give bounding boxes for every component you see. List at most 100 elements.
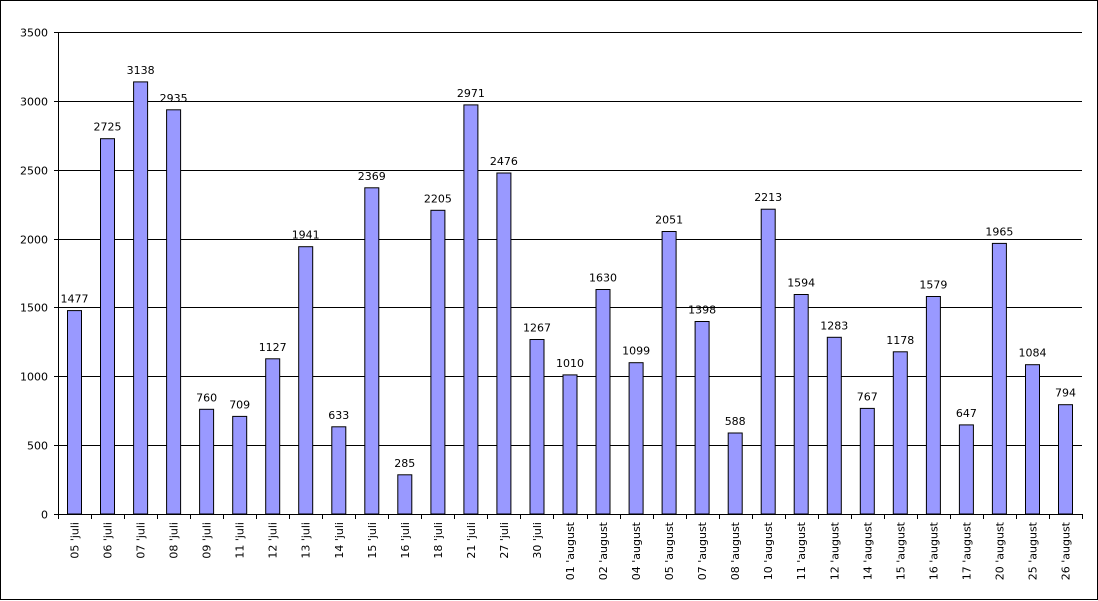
bar xyxy=(628,362,644,515)
y-tick-label: 3500 xyxy=(20,27,48,40)
x-category-label: 18 'juli xyxy=(432,522,445,559)
axes xyxy=(58,32,1082,515)
data-label: 1099 xyxy=(622,345,650,358)
y-tick-label: 2000 xyxy=(20,234,48,247)
x-category-label: 20 'august xyxy=(993,521,1006,580)
x-category-label: 21 'juli xyxy=(465,522,478,559)
bar xyxy=(727,432,743,515)
data-label: 767 xyxy=(857,390,878,403)
x-category-label: 17 'august xyxy=(960,521,973,580)
x-category-label: 16 'august xyxy=(927,521,940,580)
data-label: 2213 xyxy=(754,191,782,204)
x-category-label: 07 'august xyxy=(696,521,709,580)
data-labels: 1477 2725 3138 2935 760 709 1127 1941 633 2369 285… xyxy=(61,64,1077,470)
x-category-label: 14 'juli xyxy=(333,522,346,559)
x-category-label: 06 'juli xyxy=(102,522,115,559)
bar xyxy=(67,310,82,515)
x-category-label: 26 'august xyxy=(1060,521,1073,580)
x-category-label: 05 'august xyxy=(663,521,676,580)
data-label: 760 xyxy=(196,391,217,404)
bar xyxy=(826,336,842,515)
bar xyxy=(991,242,1007,515)
y-tick-label: 500 xyxy=(27,440,48,453)
y-tick-label: 1500 xyxy=(20,302,48,315)
x-category-label: 30 'juli xyxy=(531,522,544,559)
bar xyxy=(232,415,248,515)
bar xyxy=(364,187,380,515)
bar xyxy=(463,104,479,515)
data-label: 1283 xyxy=(820,319,848,332)
bar xyxy=(496,172,512,515)
bar xyxy=(430,209,446,515)
data-label: 285 xyxy=(394,457,415,470)
data-label: 2369 xyxy=(358,170,386,183)
y-tick-label: 0 xyxy=(41,509,48,522)
bar xyxy=(958,424,974,515)
bar xyxy=(859,407,875,515)
x-category-label: 11 'august xyxy=(795,521,808,580)
bar xyxy=(562,374,578,515)
data-label: 1127 xyxy=(259,341,287,354)
x-category-label: 15 'juli xyxy=(366,522,379,559)
x-category-label: 04 'august xyxy=(630,521,643,580)
x-category-label: 12 'august xyxy=(828,521,841,580)
data-label: 1477 xyxy=(61,293,89,306)
x-axis-categories: 05 'juli 06 'juli 07 'juli 08 'juli 09 'juli… xyxy=(58,514,1083,580)
x-category-label: 27 'juli xyxy=(498,522,511,559)
bar xyxy=(529,339,545,515)
data-label: 633 xyxy=(328,409,349,422)
bar xyxy=(298,246,314,515)
x-category-label: 09 'juli xyxy=(201,522,214,559)
data-label: 647 xyxy=(956,407,977,420)
bar xyxy=(892,351,908,515)
bar xyxy=(265,358,281,515)
x-category-label: 13 'juli xyxy=(300,522,313,559)
data-label: 1594 xyxy=(787,277,815,290)
data-label: 1398 xyxy=(688,304,716,317)
x-category-label: 12 'juli xyxy=(267,522,280,559)
data-label: 1010 xyxy=(556,357,584,370)
y-axis-ticks: 0 500 1000 1500 2000 2500 3000 3500 xyxy=(20,27,58,522)
y-tick-label: 1000 xyxy=(20,371,48,384)
bars xyxy=(67,81,1073,515)
data-label: 1579 xyxy=(919,279,947,292)
bar xyxy=(331,426,347,515)
data-label: 1084 xyxy=(1019,347,1047,360)
data-label: 2725 xyxy=(94,121,122,134)
bar xyxy=(397,474,413,515)
data-label: 2051 xyxy=(655,214,683,227)
data-label: 1941 xyxy=(292,229,320,242)
bar xyxy=(760,208,776,515)
x-category-label: 05 'juli xyxy=(69,522,82,559)
x-category-label: 16 'juli xyxy=(399,522,412,559)
x-category-label: 10 'august xyxy=(762,521,775,580)
bar xyxy=(595,289,611,515)
data-label: 2935 xyxy=(160,92,188,105)
data-label: 2205 xyxy=(424,192,452,205)
bar xyxy=(100,138,115,515)
y-tick-label: 2500 xyxy=(20,165,48,178)
bar xyxy=(793,294,809,515)
data-label: 2476 xyxy=(490,155,518,168)
bar xyxy=(1025,364,1040,515)
gridlines xyxy=(58,32,1082,446)
y-tick-label: 3000 xyxy=(20,96,48,109)
bar xyxy=(166,109,182,515)
data-label: 588 xyxy=(725,415,746,428)
bar xyxy=(694,321,710,515)
x-category-label: 14 'august xyxy=(861,521,874,580)
data-label: 2971 xyxy=(457,87,485,100)
x-category-label: 07 'juli xyxy=(135,522,148,559)
x-category-label: 02 'august xyxy=(597,521,610,580)
data-label: 1965 xyxy=(985,225,1013,238)
x-category-label: 08 'juli xyxy=(168,522,181,559)
x-category-label: 15 'august xyxy=(894,521,907,580)
x-category-label: 11 'juli xyxy=(234,522,247,559)
x-category-label: 01 'august xyxy=(564,521,577,580)
bar xyxy=(1058,404,1073,515)
x-category-label: 08 'august xyxy=(729,521,742,580)
data-label: 1267 xyxy=(523,322,551,335)
data-label: 794 xyxy=(1055,387,1076,400)
